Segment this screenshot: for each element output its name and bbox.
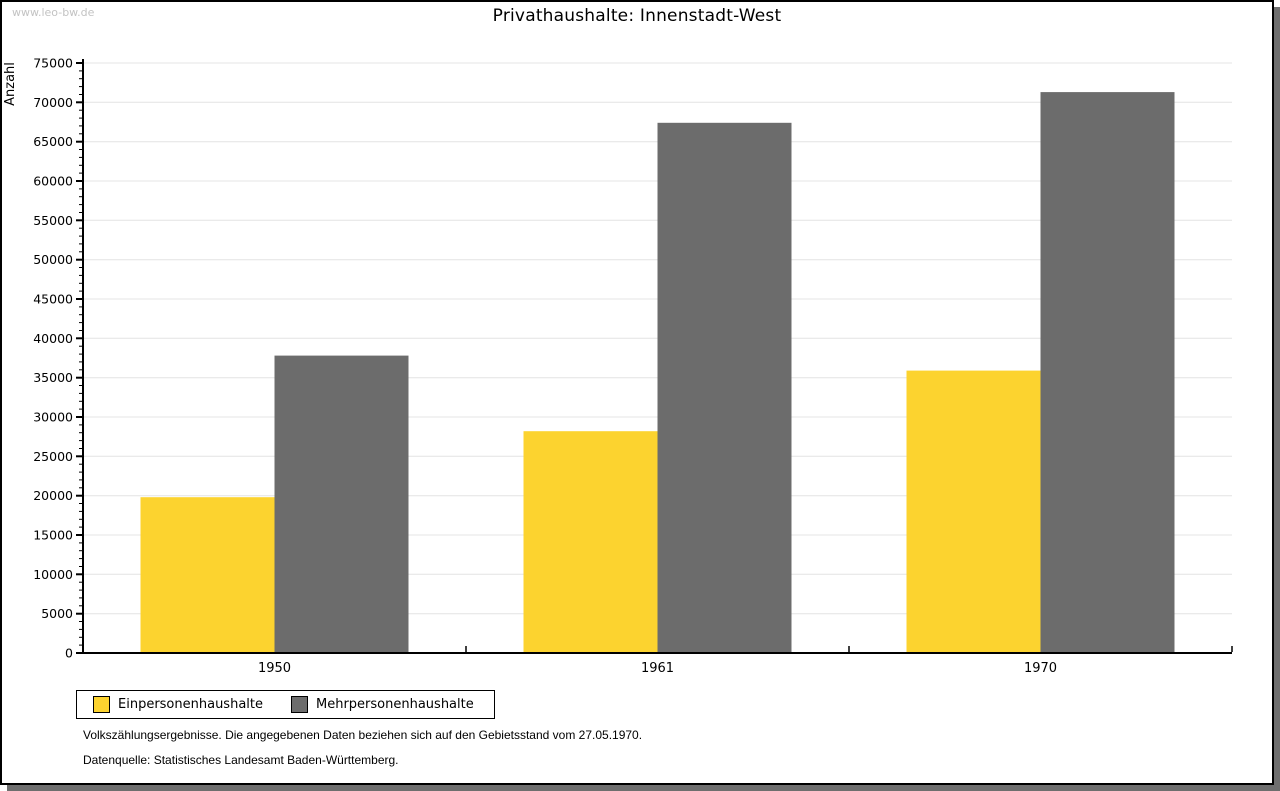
x-tick-label-1961: 1961 [641, 661, 674, 676]
y-tick-label: 60000 [33, 174, 73, 189]
watermark-text: www.leo-bw.de [12, 6, 95, 19]
legend-swatch-mehrpersonenhaushalte [291, 696, 308, 713]
legend-box: Einpersonenhaushalte Mehrpersonenhaushal… [76, 690, 495, 719]
bar-mehrpersonenhaushalte-1950 [274, 355, 409, 653]
legend-swatch-einpersonenhaushalte [93, 696, 110, 713]
bar-chart: 1950 1961 1970 0 5000 10000 15000 20000 25000 300… [3, 56, 1233, 676]
bar-mehrpersonenhaushalte-1961 [657, 122, 792, 654]
y-tick-label: 35000 [33, 370, 73, 385]
bar-einpersonenhaushalte-1970 [906, 370, 1041, 653]
y-tick-label: 55000 [33, 213, 73, 228]
y-tick-label: 15000 [33, 528, 73, 543]
footnote-census: Volkszählungsergebnisse. Die angegebenen… [83, 728, 643, 742]
footnote-datasource: Datenquelle: Statistisches Landesamt Bad… [83, 753, 399, 767]
y-tick-label: 10000 [33, 567, 73, 582]
y-tick-label: 5000 [41, 606, 73, 621]
bar-mehrpersonenhaushalte-1970 [1040, 92, 1175, 654]
y-tick-label: 50000 [33, 252, 73, 267]
x-tick-label-1970: 1970 [1024, 661, 1057, 676]
y-axis-title: Anzahl [3, 62, 18, 106]
y-tick-label: 45000 [33, 292, 73, 307]
legend-label-einpersonenhaushalte: Einpersonenhaushalte [118, 697, 263, 712]
y-tick-label: 30000 [33, 410, 73, 425]
y-tick-label: 25000 [33, 449, 73, 464]
legend-label-mehrpersonenhaushalte: Mehrpersonenhaushalte [316, 697, 474, 712]
y-tick-label: 0 [65, 646, 73, 661]
y-tick-label: 20000 [33, 488, 73, 503]
bar-einpersonenhaushalte-1950 [140, 497, 275, 653]
bar-einpersonenhaushalte-1961 [523, 431, 658, 653]
x-tick-label-1950: 1950 [258, 661, 291, 676]
y-tick-label: 40000 [33, 331, 73, 346]
chart-title: Privathaushalte: Innenstadt-West [492, 6, 782, 26]
y-tick-label: 75000 [33, 56, 73, 71]
y-tick-label: 70000 [33, 95, 73, 110]
y-tick-label: 65000 [33, 134, 73, 149]
